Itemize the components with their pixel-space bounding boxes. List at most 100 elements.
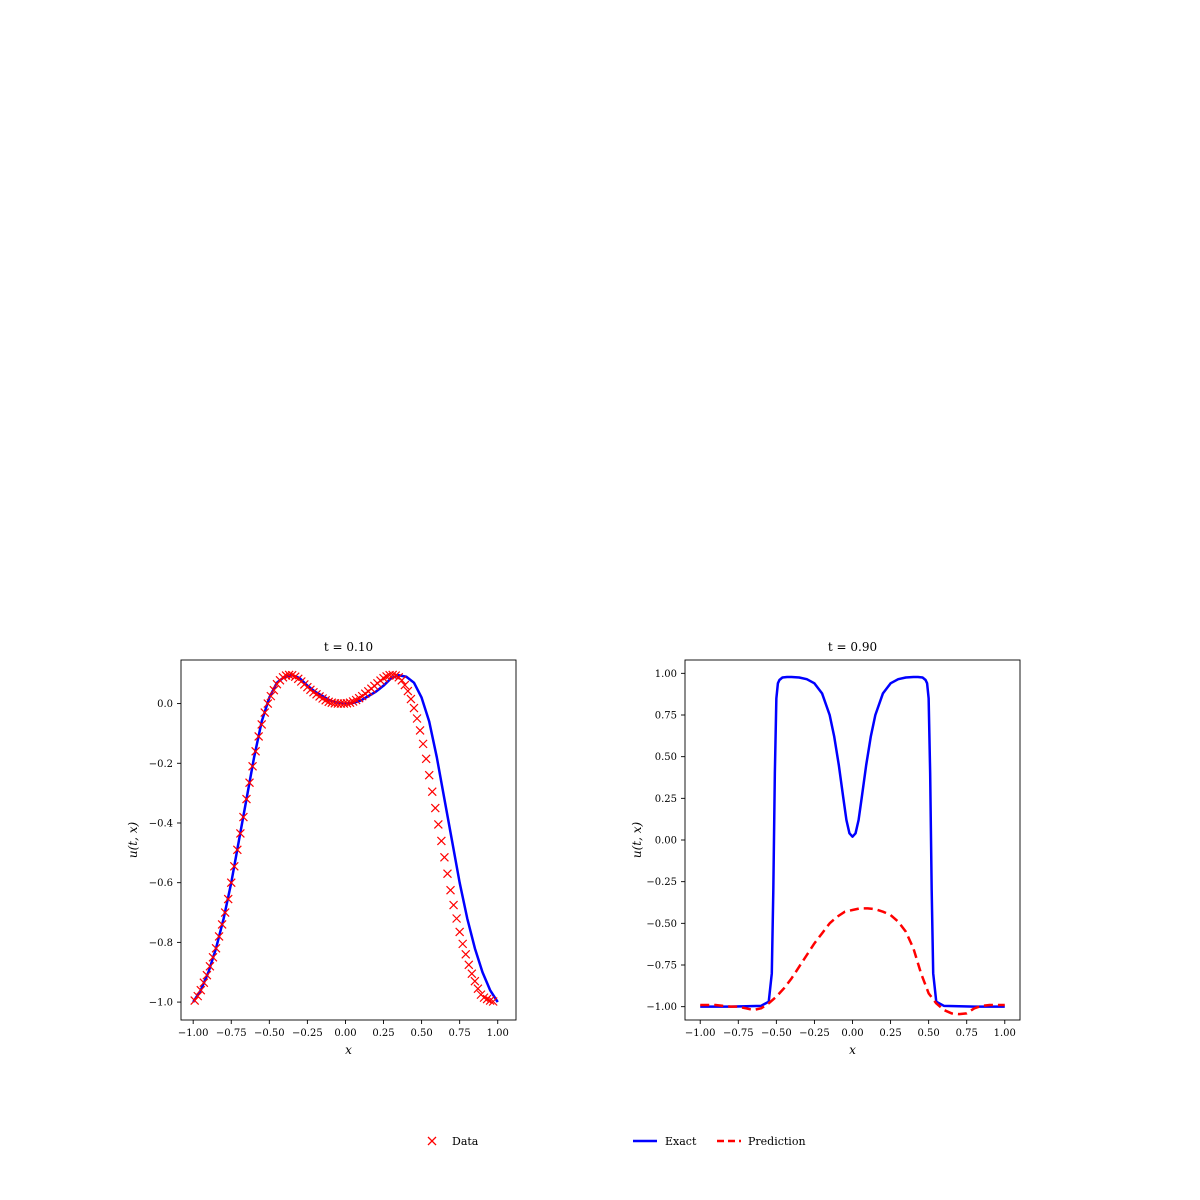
data-point-marker (214, 931, 224, 941)
x-tick-label: −0.75 (723, 1028, 754, 1039)
axes-frame (684, 659, 1021, 1021)
data-point-marker (388, 670, 398, 680)
data-point-marker (488, 997, 498, 1006)
data-point-marker (485, 996, 495, 1006)
data-point-marker (266, 691, 276, 701)
data-point-marker (223, 894, 233, 904)
y-tick-label: −0.25 (646, 877, 677, 888)
x-tick-label: −0.25 (799, 1028, 830, 1039)
x-tick-label: −1.00 (178, 1028, 209, 1039)
y-tick-label: 0.25 (655, 794, 677, 805)
plot-area (700, 675, 1005, 1016)
legend-data-label: Data (452, 1135, 479, 1148)
data-point-marker (257, 720, 267, 729)
chart-title: t = 0.90 (828, 640, 877, 654)
x-tick-label: 0.50 (410, 1028, 432, 1039)
data-point-marker (400, 680, 410, 690)
x-tick-label: 0.75 (449, 1028, 471, 1039)
x-tick-label: 0.50 (918, 1028, 940, 1039)
data-point-marker (242, 794, 251, 804)
data-point-marker (229, 861, 239, 871)
chart-title: t = 0.10 (324, 640, 373, 654)
data-point-marker (415, 726, 425, 735)
y-tick-label: −0.8 (149, 938, 173, 949)
legend-exact-label: Exact (665, 1135, 697, 1148)
y-tick-label: 1.00 (655, 669, 677, 680)
legend-right: Exact Prediction (633, 1135, 806, 1148)
data-point-marker (482, 994, 492, 1004)
data-point-marker (211, 943, 221, 953)
axes-frame (180, 659, 517, 1021)
data-point-marker (251, 746, 261, 756)
data-point-marker (409, 703, 419, 713)
legend-data-marker (427, 1136, 437, 1146)
data-point-marker (235, 829, 245, 838)
legend-prediction-label: Prediction (748, 1135, 806, 1148)
data-point-marker (254, 731, 264, 741)
x-tick-label: 0.75 (956, 1028, 978, 1039)
y-axis-label: u(t, x) (126, 822, 140, 859)
data-point-marker (464, 960, 474, 970)
data-point-marker (269, 685, 279, 695)
y-tick-label: 0.50 (655, 752, 677, 763)
chart-right: −1.00 −0.75 −0.50 −0.25 0.00 0.25 0.50 0.75 1.00… (630, 640, 1021, 1057)
data-point-marker (467, 969, 477, 979)
data-point-marker (470, 976, 480, 986)
data-point-marker (436, 836, 446, 846)
x-tick-label: 1.00 (994, 1028, 1016, 1039)
x-axis-label: x (345, 1043, 352, 1057)
data-point-marker (458, 939, 468, 949)
series-line-exact (192, 673, 499, 1003)
x-tick-label: 0.00 (334, 1028, 356, 1039)
data-point-marker (446, 885, 455, 895)
plot-area (190, 670, 499, 1006)
y-tick-label: −1.00 (646, 1002, 677, 1013)
x-tick-label: −0.50 (254, 1028, 285, 1039)
y-tick-label: 0.0 (157, 699, 173, 710)
x-tick-label: −1.00 (685, 1028, 716, 1039)
data-point-marker (202, 970, 212, 980)
y-tick-label: −1.0 (149, 998, 173, 1009)
y-tick-label: −0.50 (646, 919, 677, 930)
x-tick-label: 0.25 (879, 1028, 901, 1039)
y-tick-label: 0.00 (655, 836, 677, 847)
data-point-marker (208, 952, 218, 962)
data-point-marker (430, 803, 440, 813)
data-point-marker (403, 686, 413, 696)
y-tick-label: 0.75 (655, 711, 677, 722)
data-point-marker (226, 878, 236, 888)
data-point-marker (433, 820, 443, 829)
legend-left: Data (427, 1135, 479, 1148)
x-tick-label: −0.25 (292, 1028, 323, 1039)
data-point-marker (199, 978, 209, 988)
data-point-marker (196, 985, 206, 995)
data-point-marker (440, 852, 449, 862)
data-point-marker (345, 698, 355, 708)
data-point-marker (418, 739, 428, 749)
data-point-marker (424, 770, 434, 780)
x-tick-label: −0.50 (761, 1028, 792, 1039)
data-point-marker (427, 787, 437, 797)
chart-left: −1.00 −0.75 −0.50 −0.25 0.00 0.25 0.50 0.75 1.00… (126, 640, 517, 1057)
data-point-marker (455, 927, 465, 937)
data-point-marker (220, 908, 230, 917)
data-point-marker (245, 778, 254, 788)
data-point-marker (397, 675, 407, 685)
data-point-marker (443, 869, 452, 879)
x-tick-label: 0.25 (372, 1028, 394, 1039)
data-point-marker (239, 812, 248, 822)
data-point-marker (449, 900, 458, 910)
data-point-marker (232, 845, 242, 855)
data-point-marker (412, 714, 422, 723)
data-point-marker (284, 670, 294, 680)
data-point-marker (452, 914, 462, 923)
x-tick-label: 0.00 (841, 1028, 863, 1039)
data-point-marker (248, 761, 257, 771)
x-tick-label: −0.75 (216, 1028, 247, 1039)
data-point-marker (473, 984, 483, 994)
data-point-marker (406, 694, 416, 704)
y-axis-label: u(t, x) (630, 822, 644, 859)
data-point-marker (193, 991, 203, 1001)
data-point-marker (421, 754, 431, 764)
